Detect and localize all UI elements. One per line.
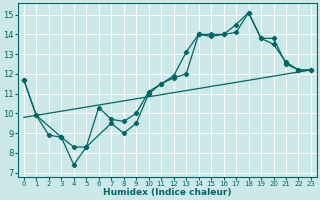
X-axis label: Humidex (Indice chaleur): Humidex (Indice chaleur) bbox=[103, 188, 232, 197]
